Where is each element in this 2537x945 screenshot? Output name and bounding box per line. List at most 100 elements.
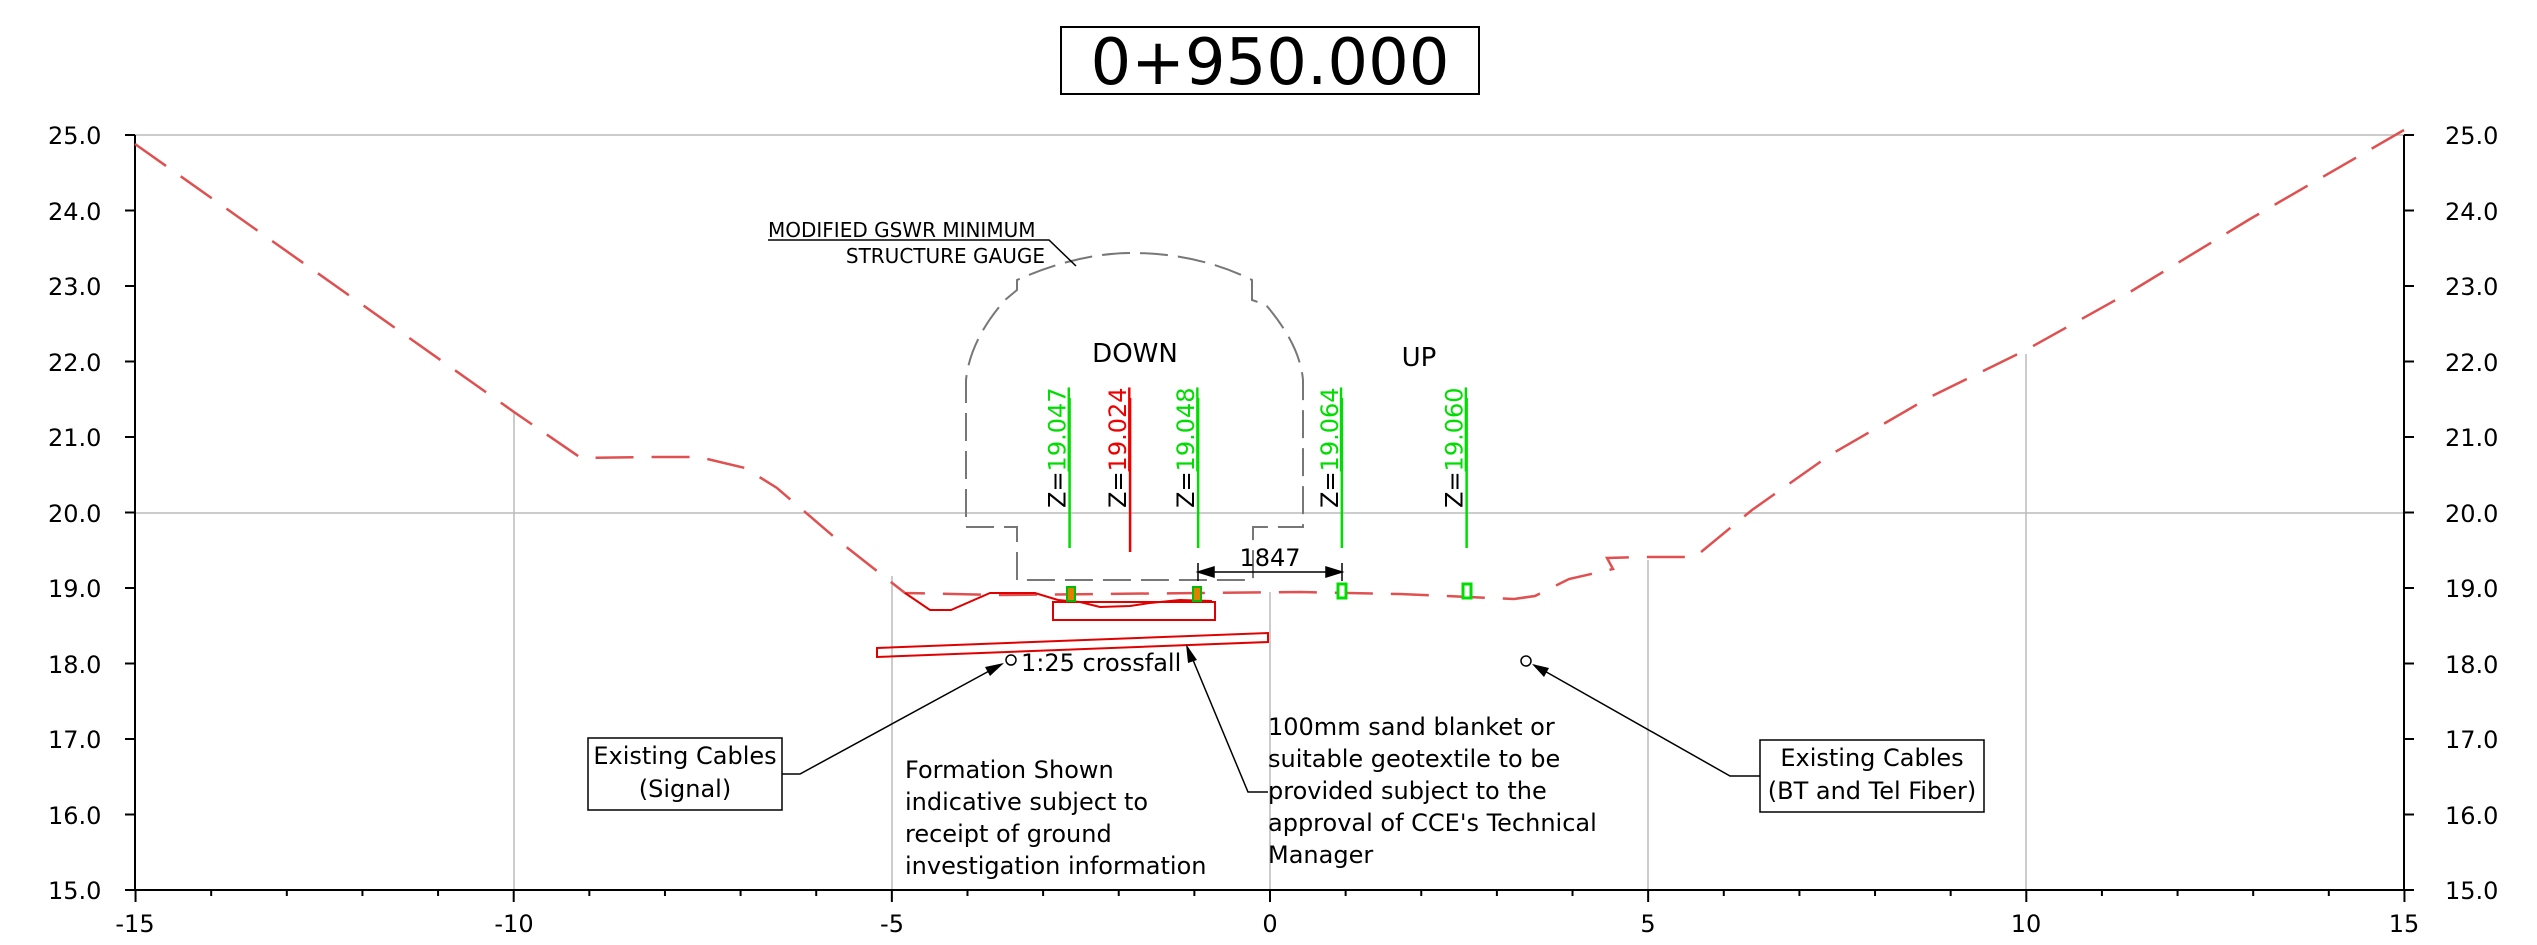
formation-note: Formation Shown indicative subject to re… [905,756,1207,880]
level-number: 19.064 [1316,387,1344,471]
structure-gauge-outline [965,251,1304,581]
bt-cables-box [1759,739,1985,813]
sand-note-line: approval of CCE's Technical [1268,809,1597,837]
y-tick-label: 17.0 [48,726,101,754]
dimension-arrow [1325,565,1345,579]
level-label: Z=19.048 [1172,387,1200,548]
existing-ground-line [134,128,2405,601]
sand-note-line: provided subject to the [1268,777,1547,805]
down-track-label: DOWN [1092,339,1178,369]
formation-note-line: receipt of ground [905,820,1112,848]
crossfall-marker [1005,654,1017,666]
signal-cables-label-line2: (Signal) [639,775,731,803]
up-track-label: UP [1402,343,1437,373]
x-tick-label: 0 [1262,910,1277,938]
bt-cables-label-line2: (BT and Tel Fiber) [1768,777,1977,805]
y-tick-label: 16.0 [2445,802,2498,830]
level-label: Z=19.064 [1316,387,1344,548]
y-tick-label: 23.0 [48,273,101,301]
y-tick-label: 25.0 [2445,122,2498,150]
title-box [1060,26,1480,95]
ballast-block [1052,601,1216,621]
level-prefix: Z= [1316,471,1344,508]
axis-ticks [125,134,2414,902]
sand-note-line: 100mm sand blanket or [1268,713,1555,741]
rail-marker [1066,586,1076,602]
level-prefix: Z= [1044,471,1072,508]
y-tick-label: 22.0 [48,349,101,377]
y-tick-label: 19.0 [48,575,101,603]
y-tick-label: 21.0 [48,424,101,452]
rail-marker [1336,582,1348,600]
y-tick-label: 15.0 [48,877,101,905]
y-tick-label: 19.0 [2445,575,2498,603]
level-number: 19.048 [1172,387,1200,471]
formation [876,592,1269,659]
y-tick-label: 23.0 [2445,273,2498,301]
level-label: Z=19.060 [1441,387,1469,548]
level-value: Z=19.048 [1172,387,1200,508]
y-tick-label: 18.0 [2445,651,2498,679]
y-tick-labels-left: 25.0 24.0 23.0 22.0 21.0 20.0 19.0 18.0 … [48,122,101,905]
gauge-label-line2: STRUCTURE GAUGE [846,244,1045,268]
level-value: Z=19.024 [1104,387,1132,508]
sand-note-leader [1187,647,1268,793]
rail-markers [1066,582,1473,602]
y-tick-label: 21.0 [2445,424,2498,452]
y-tick-label: 17.0 [2445,726,2498,754]
x-tick-label: 5 [1640,910,1655,938]
dimension-1847 [1195,563,1345,581]
x-tick-label: 15 [2389,910,2420,938]
level-value: Z=19.047 [1044,387,1072,508]
level-label: Z=19.047 [1044,387,1072,548]
level-prefix: Z= [1104,471,1132,508]
x-tick-label: -5 [880,910,904,938]
gauge-leader [768,239,1077,267]
y-tick-labels-right: 25.0 24.0 23.0 22.0 21.0 20.0 19.0 18.0 … [2445,122,2498,905]
bt-cables-arrow [1532,664,1549,677]
level-number: 19.024 [1104,387,1132,471]
bt-cables-leader [1533,664,1760,777]
rail-marker [1461,582,1473,600]
rail-marker [1192,586,1202,602]
signal-cables-arrow [985,663,1004,676]
y-tick-label: 24.0 [2445,198,2498,226]
bt-cables-label-line1: Existing Cables [1780,744,1963,772]
level-prefix: Z= [1441,471,1469,508]
sand-blanket-note: 100mm sand blanket or suitable geotextil… [1268,713,1597,869]
gauge-label-line1: MODIFIED GSWR MINIMUM [768,218,1035,242]
y-tick-label: 20.0 [2445,500,2498,528]
level-value: Z=19.064 [1316,387,1344,508]
x-tick-label: -15 [115,910,154,938]
signal-cables-leader [782,663,1003,775]
sand-note-arrow [1186,644,1197,663]
x-tick-label: -10 [494,910,533,938]
y-tick-label: 15.0 [2445,877,2498,905]
dimension-arrow [1195,565,1215,579]
level-number: 19.047 [1044,387,1072,471]
level-label: Z=19.024 [1104,387,1132,552]
grid [135,134,2404,890]
sand-note-line: suitable geotextile to be [1268,745,1560,773]
level-number: 19.060 [1441,387,1469,471]
y-tick-label: 20.0 [48,500,101,528]
crossfall-label: 1:25 crossfall [1021,649,1181,677]
formation-note-line: investigation information [905,852,1207,880]
x-tick-label: 10 [2011,910,2042,938]
sand-blanket [876,631,1269,659]
chainage-title: 0+950.000 [1091,26,1450,100]
sand-note-line: Manager [1268,841,1373,869]
y-tick-label: 25.0 [48,122,101,150]
dimension-value: 1847 [1239,544,1300,572]
y-tick-label: 18.0 [48,651,101,679]
level-value: Z=19.060 [1441,387,1469,508]
y-tick-label: 24.0 [48,198,101,226]
signal-cables-box [587,737,783,811]
x-tick-labels: -15 -10 -5 0 5 10 15 [115,910,2419,938]
bt-cables-marker [1520,655,1532,667]
formation-note-line: Formation Shown [905,756,1114,784]
y-tick-label: 22.0 [2445,349,2498,377]
